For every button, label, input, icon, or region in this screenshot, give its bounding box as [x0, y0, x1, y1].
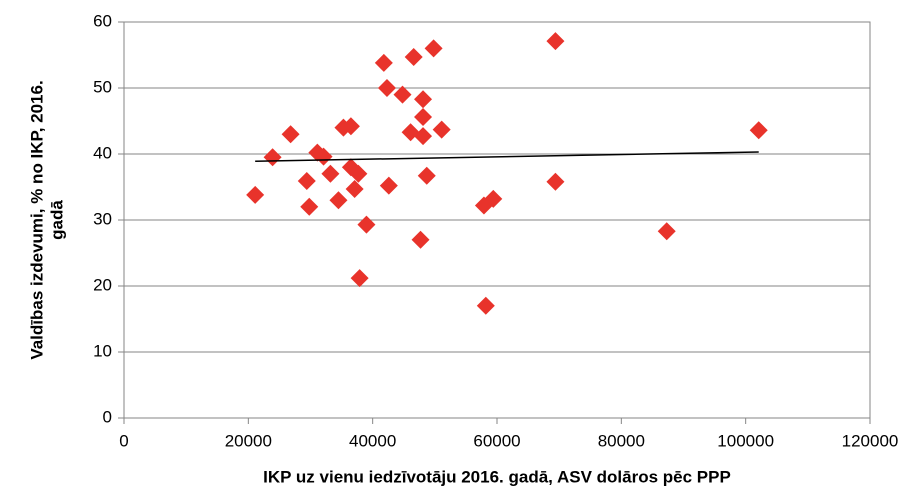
y-tick-label: 30 [93, 209, 112, 228]
point [749, 121, 768, 140]
point [414, 127, 433, 146]
y-tick-label: 40 [93, 143, 112, 162]
point [374, 53, 393, 72]
point [246, 185, 265, 204]
point [263, 148, 282, 167]
point [314, 147, 333, 166]
x-tick-label: 40000 [349, 431, 396, 450]
x-tick-label: 60000 [473, 431, 520, 450]
y-axis-label: Valdības izdevumi, % no IKP, 2016. [27, 80, 46, 359]
point [345, 179, 364, 198]
y-tick-label: 10 [93, 341, 112, 360]
point [657, 222, 676, 241]
trendline [255, 151, 759, 163]
point [341, 117, 360, 136]
point [297, 172, 316, 191]
point [329, 191, 348, 210]
point [417, 166, 436, 185]
y-tick-label: 50 [93, 77, 112, 96]
point [404, 47, 423, 66]
y-tick-label: 0 [103, 407, 112, 426]
x-tick-label: 100000 [717, 431, 774, 450]
point [424, 39, 443, 58]
y-tick-label: 60 [93, 11, 112, 30]
point [411, 230, 430, 249]
point [546, 32, 565, 51]
point [484, 189, 503, 208]
x-tick-label: 120000 [842, 431, 899, 450]
point [414, 108, 433, 127]
point [401, 123, 420, 142]
point [393, 85, 412, 104]
point [349, 164, 368, 183]
x-axis-label: IKP uz vienu iedzīvotāju 2016. gadā, ASV… [263, 467, 731, 486]
point [432, 120, 451, 139]
point [546, 172, 565, 191]
point [281, 125, 300, 144]
point [414, 90, 433, 109]
point [357, 215, 376, 234]
point [300, 197, 319, 216]
x-tick-label: 80000 [598, 431, 645, 450]
point [350, 269, 369, 288]
point [476, 296, 495, 315]
y-axis-label: gadā [47, 200, 66, 240]
x-tick-label: 0 [119, 431, 128, 450]
point [379, 176, 398, 195]
point [321, 164, 340, 183]
y-tick-label: 20 [93, 275, 112, 294]
point [377, 79, 396, 97]
x-tick-label: 20000 [225, 431, 272, 450]
